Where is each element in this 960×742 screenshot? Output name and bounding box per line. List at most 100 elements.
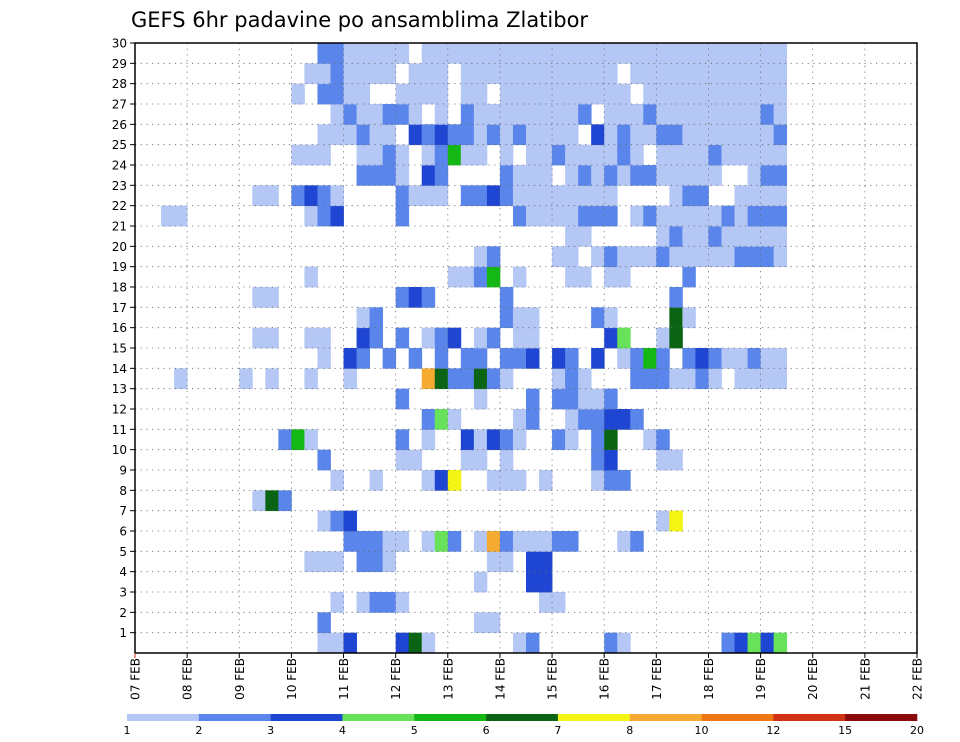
- heatmap-cell: [239, 368, 253, 390]
- heatmap-cell: [682, 104, 696, 125]
- heatmap-cell: [552, 592, 566, 613]
- heatmap-cell: [760, 43, 775, 64]
- heatmap-cell: [734, 368, 748, 390]
- heatmap-cell: [734, 43, 748, 64]
- heatmap-cell: [721, 205, 735, 227]
- heatmap-cell: [434, 348, 449, 369]
- heatmap-cell: [643, 43, 657, 64]
- heatmap-cell: [369, 165, 384, 186]
- x-tick-label: 15 FEB: [546, 658, 560, 700]
- heatmap-cell: [408, 63, 423, 85]
- heatmap-cell: [539, 124, 553, 146]
- y-tick-label: 12: [112, 403, 127, 417]
- heatmap-cell: [747, 226, 761, 247]
- y-tick-label: 1: [119, 626, 127, 640]
- heatmap-cell: [447, 43, 462, 64]
- heatmap-cell: [695, 185, 709, 207]
- heatmap-cell: [578, 165, 592, 186]
- heatmap-cell: [343, 63, 357, 85]
- heatmap-cell: [460, 43, 475, 64]
- heatmap-cell: [773, 348, 788, 369]
- heatmap-cell: [656, 83, 670, 105]
- heatmap-cell: [669, 83, 683, 105]
- heatmap-cell: [630, 63, 644, 85]
- heatmap-cell: [591, 307, 605, 329]
- heatmap-cell: [499, 307, 514, 329]
- heatmap-cell: [369, 551, 384, 573]
- heatmap-cell: [656, 124, 670, 146]
- heatmap-cell: [252, 327, 266, 349]
- heatmap-cell: [460, 63, 475, 85]
- heatmap-cell: [578, 185, 592, 207]
- heatmap-cell: [552, 104, 566, 125]
- heatmap-cell: [773, 246, 788, 268]
- heatmap-cell: [760, 226, 775, 247]
- heatmap-cell: [304, 327, 318, 349]
- heatmap-cell: [552, 43, 566, 64]
- heatmap-cell: [447, 144, 462, 166]
- heatmap-cell: [526, 124, 540, 146]
- x-tick-label: 20 FEB: [806, 658, 820, 700]
- heatmap-cell: [460, 429, 475, 451]
- heatmap-cell: [721, 104, 735, 125]
- heatmap-cell: [526, 531, 540, 552]
- heatmap-cell: [734, 124, 748, 146]
- heatmap-cell: [382, 144, 397, 166]
- heatmap-cell: [395, 388, 410, 410]
- heatmap-cell: [395, 429, 410, 451]
- heatmap-cell: [682, 266, 696, 288]
- heatmap-cell: [747, 83, 761, 105]
- heatmap-cell: [669, 449, 683, 471]
- heatmap-cell: [760, 124, 775, 146]
- heatmap-cell: [747, 205, 761, 227]
- heatmap-cells: [161, 43, 788, 654]
- heatmap-cell: [512, 348, 527, 369]
- colorbar-label: 4: [339, 724, 346, 737]
- heatmap-cell: [486, 531, 501, 552]
- heatmap-cell: [421, 124, 436, 146]
- heatmap-cell: [747, 368, 761, 390]
- heatmap-cell: [473, 531, 488, 552]
- heatmap-cell: [526, 551, 540, 573]
- heatmap-cell: [304, 266, 318, 288]
- heatmap-cell: [708, 144, 722, 166]
- heatmap-cell: [304, 205, 318, 227]
- heatmap-cell: [382, 348, 397, 369]
- heatmap-cell: [473, 429, 488, 451]
- heatmap-cell: [330, 510, 344, 532]
- heatmap-cell: [591, 388, 605, 410]
- colorbar-label: 8: [626, 724, 633, 737]
- x-tick-label: 21 FEB: [858, 658, 872, 700]
- heatmap-cell: [499, 429, 514, 451]
- heatmap-cell: [499, 551, 514, 573]
- heatmap-cell: [382, 165, 397, 186]
- y-tick-label: 6: [119, 525, 127, 539]
- heatmap-cell: [343, 531, 357, 552]
- heatmap-cell: [486, 246, 501, 268]
- heatmap-cell: [656, 43, 670, 64]
- heatmap-cell: [773, 63, 788, 85]
- heatmap-cell: [343, 124, 357, 146]
- heatmap-cell: [447, 266, 462, 288]
- heatmap-cell: [473, 124, 488, 146]
- heatmap-cell: [747, 104, 761, 125]
- heatmap-cell: [617, 266, 631, 288]
- heatmap-cell: [278, 429, 292, 451]
- heatmap-cell: [369, 531, 384, 552]
- heatmap-cell: [708, 124, 722, 146]
- heatmap-cell: [526, 144, 540, 166]
- heatmap-cell: [669, 368, 683, 390]
- y-tick-label: 11: [112, 423, 127, 437]
- heatmap-cell: [643, 368, 657, 390]
- colorbar-segment: [198, 714, 271, 721]
- heatmap-cell: [526, 327, 540, 349]
- heatmap-cell: [473, 63, 488, 85]
- y-tick-label: 10: [112, 443, 127, 457]
- heatmap-cell: [734, 226, 748, 247]
- heatmap-cell: [565, 124, 579, 146]
- heatmap-cell: [734, 246, 748, 268]
- heatmap-cell: [382, 531, 397, 552]
- heatmap-cell: [421, 43, 436, 64]
- heatmap-cell: [460, 266, 475, 288]
- heatmap-cell: [460, 144, 475, 166]
